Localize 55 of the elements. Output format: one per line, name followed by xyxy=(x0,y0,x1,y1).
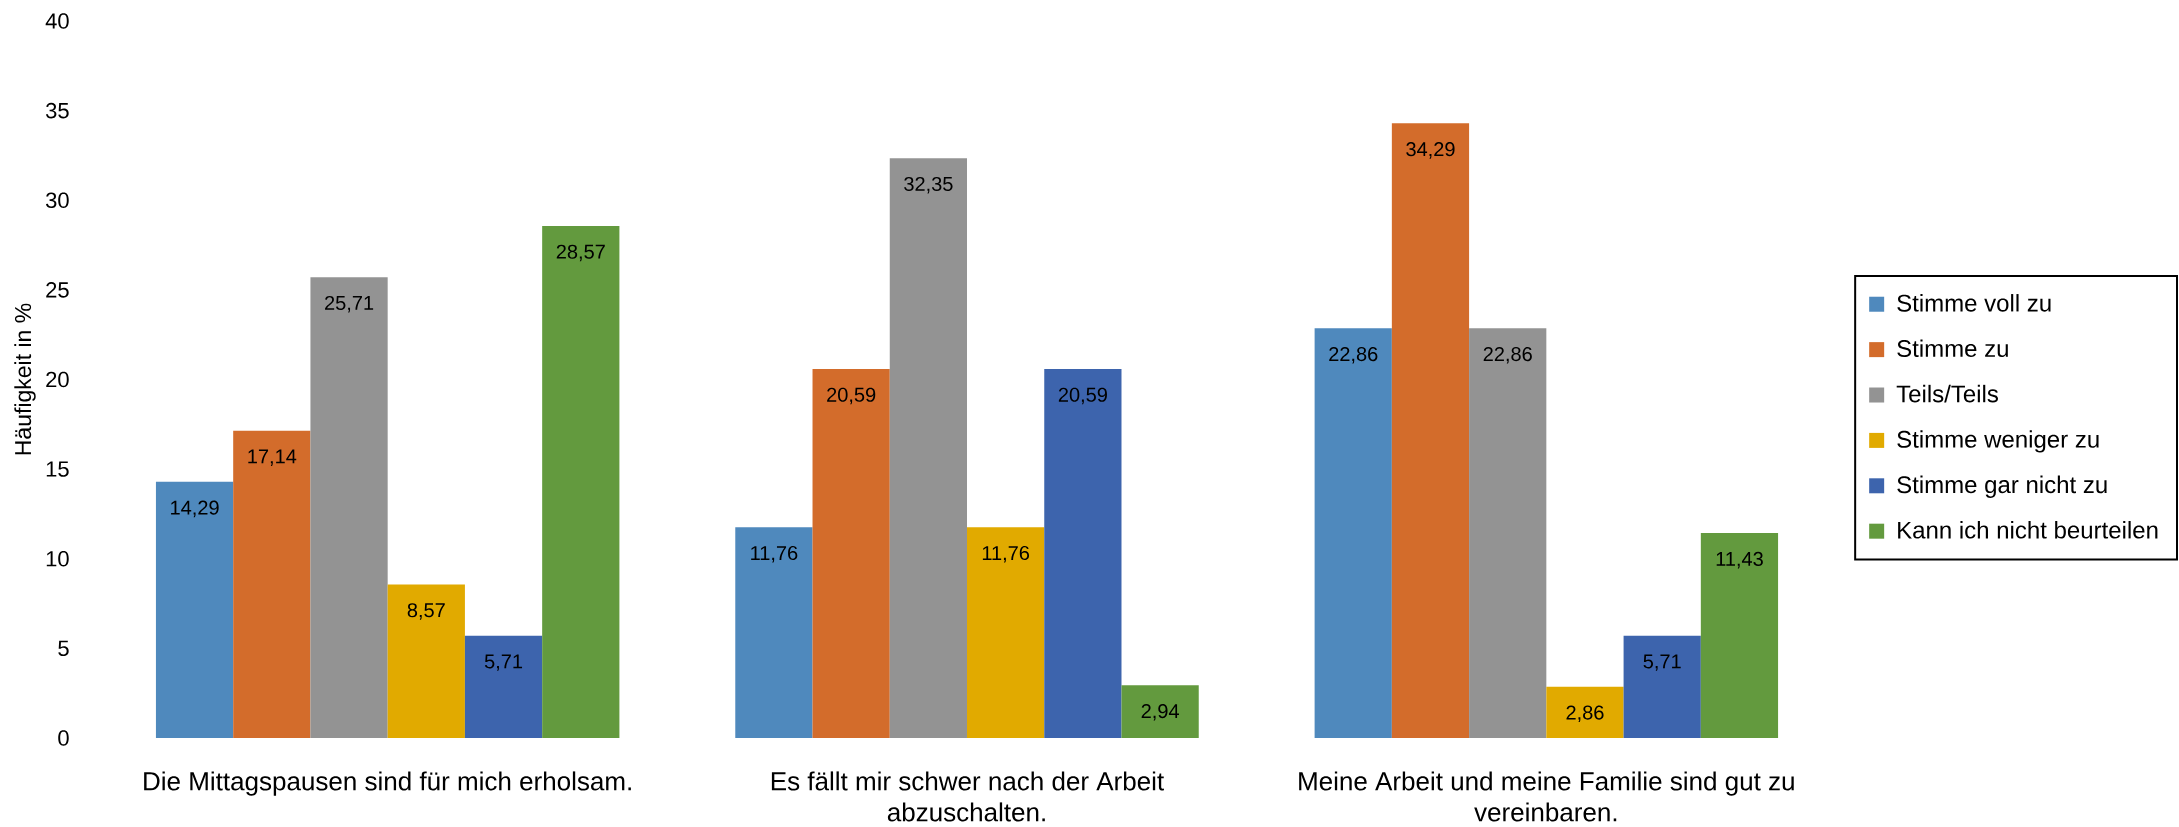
y-tick-label: 35 xyxy=(45,102,69,119)
data-label: 2,94 xyxy=(1141,704,1179,721)
bar xyxy=(1314,328,1392,738)
bar xyxy=(735,527,813,738)
data-label: 22,86 xyxy=(1483,346,1532,364)
data-label: 5,71 xyxy=(484,654,523,671)
legend-label: Kann ich nicht beurteilen xyxy=(1898,521,2158,539)
data-label: 11,76 xyxy=(751,545,798,563)
y-axis-title: Häufigkeit in % xyxy=(14,303,36,455)
y-tick-label: 30 xyxy=(45,192,69,209)
data-label: 14,29 xyxy=(171,500,219,518)
legend-label: Stimme weniger zu xyxy=(1897,430,2099,453)
legend-label: Stimme voll zu xyxy=(1897,294,2051,312)
y-tick-label: 0 xyxy=(58,730,69,746)
y-tick-label: 40 xyxy=(45,13,69,29)
y-tick-label: 15 xyxy=(46,461,69,477)
data-label: 34,29 xyxy=(1406,142,1455,159)
bar xyxy=(1700,533,1779,738)
bar xyxy=(387,584,465,738)
x-tick-label: Es fällt mir schwer nach der Arbeit abzuschalten. xyxy=(771,771,1164,822)
bar xyxy=(1546,686,1624,738)
bar xyxy=(233,430,311,738)
data-label: 20,59 xyxy=(827,387,876,405)
y-tick-label: 5 xyxy=(58,640,69,657)
bar xyxy=(1044,368,1122,738)
y-tick-label: 20 xyxy=(46,371,69,388)
bar xyxy=(1469,328,1547,738)
data-label: 28,57 xyxy=(556,244,605,262)
data-label: 11,43 xyxy=(1716,551,1763,569)
bar xyxy=(310,277,388,738)
bar xyxy=(1623,635,1701,738)
legend-label: Stimme gar nicht zu xyxy=(1897,475,2107,498)
bar xyxy=(812,368,890,738)
y-tick-label: 25 xyxy=(46,282,69,298)
bar xyxy=(464,635,543,738)
data-label: 8,57 xyxy=(407,603,445,620)
bar xyxy=(1391,123,1470,738)
legend-label: Stimme zu xyxy=(1897,339,2008,358)
data-label: 11,76 xyxy=(982,545,1030,563)
x-tick-label: Die Mittagspausen sind für mich erholsam. xyxy=(144,771,631,796)
data-label: 17,14 xyxy=(248,449,297,466)
data-label: 2,86 xyxy=(1566,705,1604,723)
x-tick-label: Meine Arbeit und meine Familie sind gut zu vereinbaren. xyxy=(1299,771,1794,822)
data-label: 20,59 xyxy=(1058,387,1107,405)
data-label: 25,71 xyxy=(325,295,374,313)
legend-label: Teils/Teils xyxy=(1896,384,1998,403)
bar xyxy=(155,481,234,738)
y-tick-label: 10 xyxy=(46,550,69,567)
data-label: 5,71 xyxy=(1643,654,1681,671)
bar xyxy=(1121,685,1199,738)
data-label: 22,86 xyxy=(1329,346,1378,364)
bar xyxy=(889,158,967,738)
data-label: 32,35 xyxy=(904,176,953,194)
bar xyxy=(967,527,1045,738)
bar xyxy=(542,225,620,738)
